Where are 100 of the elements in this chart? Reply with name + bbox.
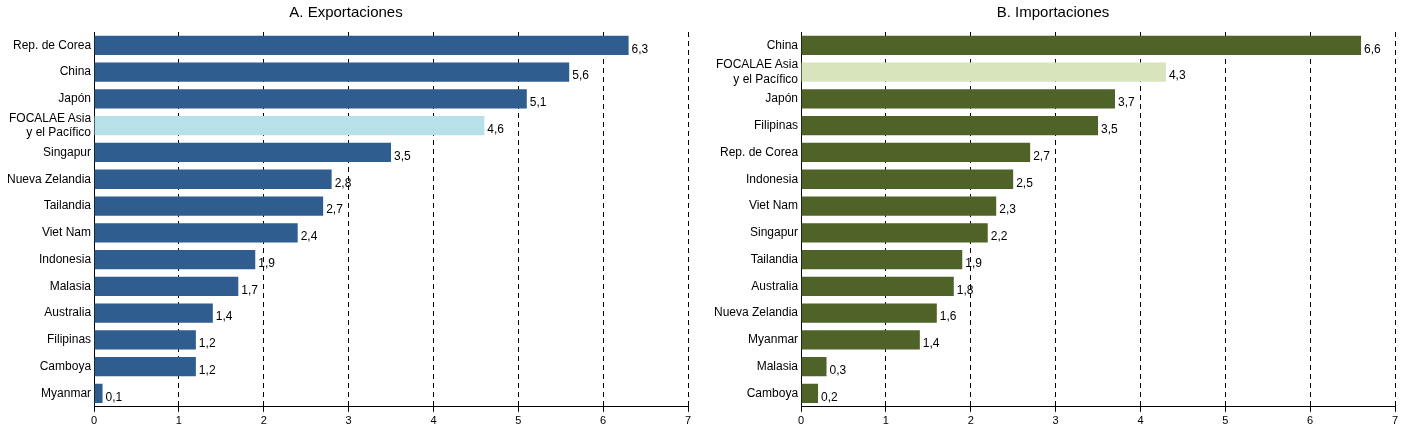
data-label: 1,7 [241,282,259,297]
y-tick-label: Viet Nam [748,198,799,213]
bar [94,223,298,243]
data-label: 1,8 [956,282,974,297]
y-tick-label: Filipinas [754,118,799,133]
data-label: 3,5 [1101,122,1119,137]
bar [94,169,332,189]
bar [94,276,239,296]
data-label: 5,6 [572,68,590,83]
data-label: 4,3 [1168,68,1186,83]
data-label: 4,6 [487,122,505,137]
y-tick-label: Camboya [39,358,92,373]
bar [94,35,629,56]
y-tick-label: Indonesia [39,251,92,266]
y-tick-label: Australia [751,278,799,293]
x-tick-label: 0 [90,414,98,427]
x-tick-label: 3 [1052,414,1059,427]
data-label: 1,9 [258,255,276,270]
x-tick-label: 6 [1307,414,1314,427]
y-tick-label: FOCALAE Asia y el Pacífico [9,110,92,140]
data-label: 3,7 [1118,95,1135,110]
y-tick-label: Nueva Zelandia [713,305,799,320]
bar [801,383,819,404]
data-label: 2,7 [326,202,344,217]
data-label: 0,2 [821,389,839,404]
y-tick-label: Viet Nam [41,225,92,240]
bar [94,330,196,350]
bar [801,357,827,377]
y-tick-label: Singapur [750,225,799,240]
data-label: 1,2 [198,336,216,351]
bar [801,62,1166,82]
x-tick-label: 6 [600,414,607,427]
x-tick-label: 2 [260,414,267,427]
data-label: 6,3 [631,41,649,56]
bar [94,142,392,163]
y-tick-label: Australia [44,305,92,320]
data-label: 2,8 [334,175,352,190]
x-tick-label: 1 [175,414,182,427]
data-label: 0,3 [829,362,847,377]
x-tick-label: 2 [967,414,974,427]
x-tick-label: 1 [882,414,889,427]
bar [94,89,527,109]
bar [801,276,954,296]
y-tick-label: Indonesia [746,171,799,186]
data-label: 3,5 [394,148,412,163]
x-tick-label: 5 [515,414,522,427]
y-tick-label: Tailandia [43,198,92,213]
y-tick-label: Singapur [43,144,92,159]
data-label: 6,6 [1364,41,1382,56]
y-tick-label: China [766,37,799,52]
y-tick-label: Filipinas [47,332,92,347]
bar [801,89,1115,109]
y-tick-label: Nueva Zelandia [6,171,92,186]
data-label: 1,4 [215,309,233,324]
y-tick-label: Camboya [746,385,799,400]
x-tick-label: 5 [1222,414,1229,427]
bar [94,116,485,136]
bar [801,249,963,270]
y-tick-label: Rep. de Corea [13,37,92,52]
y-tick-label: Myanmar [41,385,92,400]
x-tick-label: 4 [430,414,437,427]
data-label: 1,6 [939,309,957,324]
chart-title: A. Exportaciones [289,3,403,21]
y-tick-label: Tailandia [750,251,799,266]
y-tick-label: China [59,64,92,79]
y-tick-label: Japón [765,91,799,106]
x-tick-label: 0 [797,414,805,427]
bar [94,383,103,404]
bar [94,62,570,82]
y-tick-label: FOCALAE Asia y el Pacífico [716,57,799,86]
bar [801,169,1014,189]
bar [94,357,196,377]
bar [94,196,324,216]
data-label: 1,4 [922,336,940,351]
bar [801,116,1099,136]
y-tick-label: Myanmar [748,332,799,347]
data-label: 2,4 [300,229,318,244]
bar [801,223,988,243]
x-tick-label: 4 [1137,414,1144,427]
bar [801,303,937,323]
bar [94,303,213,323]
bar [801,196,997,216]
data-label: 0,1 [105,389,123,404]
x-tick-label: 7 [1391,414,1399,427]
data-label: 2,5 [1016,175,1034,190]
y-tick-label: Malasia [49,278,92,293]
data-label: 2,3 [999,202,1017,217]
data-label: 1,9 [965,255,983,270]
chart-title: B. Importaciones [996,3,1110,21]
data-label: 5,1 [529,95,547,110]
bar [801,142,1031,163]
y-tick-label: Rep. de Corea [720,144,799,159]
y-tick-label: Japón [58,91,92,106]
x-tick-label: 3 [345,414,352,427]
bar [801,330,920,350]
bar [94,249,256,270]
data-label: 1,2 [198,362,216,377]
data-label: 2,7 [1033,148,1051,163]
y-tick-label: Malasia [756,358,799,373]
x-tick-label: 7 [684,414,692,427]
